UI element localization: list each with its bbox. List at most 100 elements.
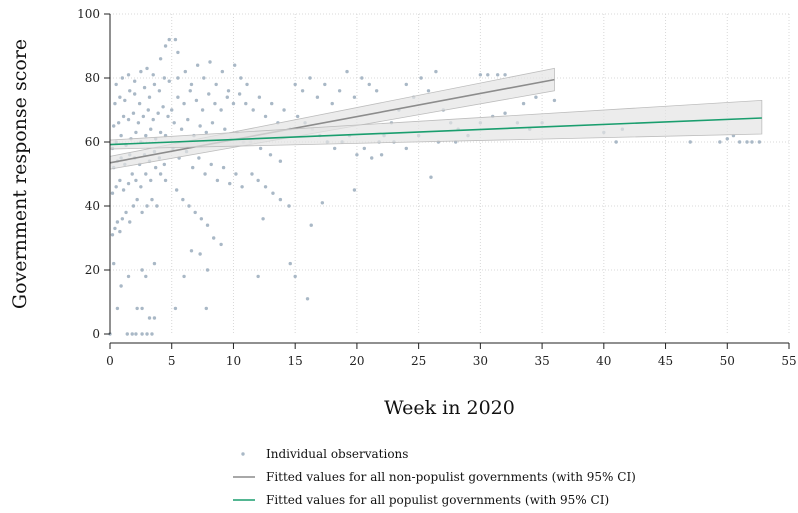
observation-point: [167, 79, 171, 83]
observation-point: [323, 82, 327, 87]
observation-point: [219, 242, 223, 247]
observation-point: [153, 165, 158, 170]
fit-line-non-populist: [109, 78, 555, 164]
observation-point: [737, 140, 742, 144]
observation-point: [126, 274, 131, 279]
observation-point: [156, 111, 160, 115]
observation-point: [170, 108, 174, 112]
observation-point: [114, 185, 118, 189]
observation-point: [204, 306, 208, 311]
observation-point: [288, 261, 292, 266]
observation-point: [134, 332, 138, 336]
observation-point: [144, 172, 148, 176]
observation-point: [419, 76, 423, 80]
y-tick-label: 60: [85, 135, 100, 149]
legend-label: Fitted values for all non-populist gover…: [266, 470, 636, 484]
observation-point: [132, 92, 137, 96]
observation-point: [207, 92, 211, 96]
observation-point: [745, 140, 749, 144]
observation-point: [360, 76, 364, 80]
observation-point: [182, 274, 186, 279]
observation-point: [113, 226, 117, 231]
observation-point: [379, 153, 384, 157]
observation-point: [120, 76, 125, 80]
observation-point: [126, 73, 131, 77]
observation-point: [113, 101, 117, 106]
observation-point: [309, 223, 313, 227]
observation-point: [157, 89, 162, 93]
observation-point: [188, 89, 192, 93]
observation-point: [146, 108, 150, 112]
observation-point: [282, 108, 286, 112]
observation-point: [208, 60, 212, 64]
observation-point: [132, 79, 137, 83]
observation-point: [151, 73, 155, 77]
observation-point: [194, 98, 199, 103]
observation-point: [214, 82, 218, 87]
observation-point: [257, 95, 262, 99]
observation-point: [120, 217, 125, 221]
observation-point: [116, 121, 121, 125]
observation-point: [503, 73, 507, 77]
observation-point: [186, 117, 190, 122]
observation-point: [345, 69, 349, 74]
observation-point: [173, 306, 178, 311]
observation-point: [149, 127, 153, 131]
observation-point: [295, 114, 300, 119]
observation-point: [123, 98, 127, 103]
observation-point: [199, 217, 204, 221]
observation-point: [209, 162, 213, 167]
observation-point: [189, 249, 194, 253]
observation-point: [332, 146, 337, 151]
observation-point: [130, 332, 134, 336]
x-tick-label: 50: [720, 354, 735, 368]
observation-point: [256, 178, 260, 183]
observation-point: [197, 156, 201, 160]
observation-point: [757, 140, 762, 144]
observation-point: [140, 306, 144, 311]
observation-point: [534, 95, 538, 99]
observation-point: [367, 82, 371, 87]
x-tick-label: 20: [349, 354, 364, 368]
observation-point: [486, 73, 490, 77]
observation-point: [166, 114, 170, 119]
observation-point: [210, 121, 215, 125]
legend-label: Individual observations: [266, 447, 408, 461]
observation-point: [203, 172, 207, 176]
observation-point: [162, 76, 167, 80]
observation-point: [182, 101, 186, 106]
observation-point: [161, 105, 165, 109]
observation-point: [320, 201, 325, 205]
observation-point: [374, 89, 379, 93]
observation-point: [404, 146, 408, 151]
observation-point: [503, 111, 507, 115]
observation-point: [126, 181, 131, 186]
observation-point: [337, 89, 342, 93]
observation-point: [151, 117, 155, 122]
observation-point: [152, 261, 157, 266]
observation-point: [131, 204, 136, 208]
observation-point: [176, 50, 180, 55]
observation-point: [162, 162, 167, 167]
observation-point: [119, 284, 123, 288]
observation-point: [125, 332, 129, 336]
legend-swatch-points: [241, 452, 245, 456]
observation-point: [352, 95, 357, 99]
observation-point: [131, 111, 136, 115]
observation-point: [139, 69, 143, 74]
observation-point: [270, 101, 274, 106]
observation-point: [150, 332, 154, 336]
y-tick-label: 100: [77, 7, 100, 21]
observation-point: [147, 95, 152, 99]
observation-point: [204, 130, 208, 135]
observation-point: [152, 82, 157, 87]
observation-point: [121, 114, 126, 119]
y-tick-label: 40: [85, 199, 100, 213]
observation-point: [261, 217, 265, 221]
observation-point: [144, 274, 148, 279]
observation-point: [293, 274, 297, 279]
observation-point: [163, 44, 168, 48]
observation-point: [128, 89, 132, 93]
observation-point: [141, 114, 146, 119]
observation-point: [149, 178, 153, 183]
